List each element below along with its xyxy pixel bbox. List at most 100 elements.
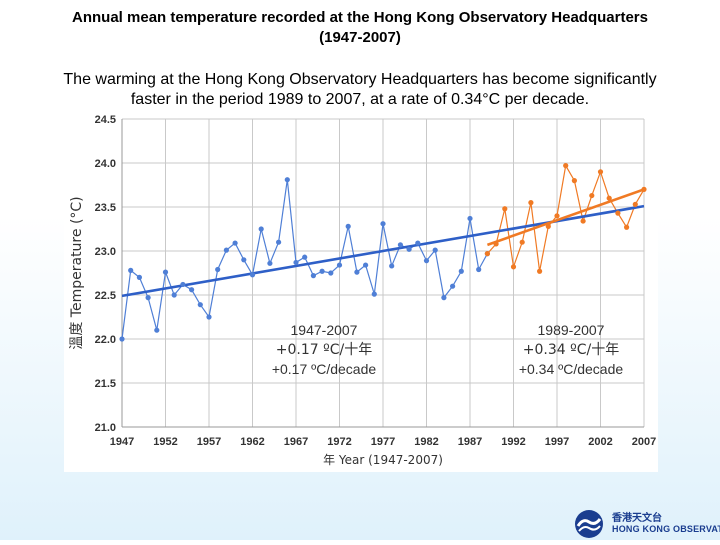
temperature-chart: 21.0 21.5 22.0 22.5 23.0 23.5 24.0 24.5 1947 1952… bbox=[69, 114, 656, 467]
x-tick-label: 1977 bbox=[371, 436, 395, 448]
data-point-2 bbox=[528, 200, 534, 206]
data-point-1 bbox=[258, 226, 264, 232]
data-point-2 bbox=[537, 268, 543, 274]
y-tick-label: 21.5 bbox=[95, 378, 116, 390]
data-point-1 bbox=[119, 336, 125, 342]
data-point-2 bbox=[580, 218, 586, 224]
data-point-1 bbox=[267, 260, 273, 266]
data-point-2 bbox=[484, 251, 490, 257]
data-point-1 bbox=[128, 267, 134, 273]
data-point-2 bbox=[510, 264, 517, 270]
data-point-2 bbox=[545, 223, 551, 229]
data-point-2 bbox=[589, 192, 595, 199]
data-point-1 bbox=[293, 259, 299, 266]
title-line-1: Annual mean temperature recorded at the … bbox=[72, 9, 648, 26]
annotation-rate-en: +0.34 ºC/decade bbox=[519, 361, 624, 377]
data-point-2 bbox=[632, 201, 638, 207]
x-tick-label: 1967 bbox=[284, 436, 308, 448]
page-title: Annual mean temperature recorded at the … bbox=[0, 8, 720, 48]
x-tick-label: 1947 bbox=[110, 436, 134, 448]
y-axis-title: 溫度 Temperature (°C) bbox=[69, 196, 85, 349]
data-point-2 bbox=[597, 169, 604, 175]
logo-text-chinese: 香港天文台 bbox=[612, 513, 662, 524]
x-tick-label: 1987 bbox=[458, 436, 482, 448]
data-point-1 bbox=[328, 270, 334, 276]
data-point-1 bbox=[415, 240, 421, 246]
annotation-period: 1989-2007 bbox=[538, 322, 605, 338]
annotation-rate-cjk: +0.34 ºC/十年 bbox=[523, 342, 619, 358]
subtitle-line-1: The warming at the Hong Kong Observatory… bbox=[63, 71, 657, 88]
observatory-emblem-icon bbox=[575, 510, 603, 538]
data-point-1 bbox=[371, 291, 377, 297]
x-tick-label: 1957 bbox=[197, 436, 221, 448]
x-tick-label: 1992 bbox=[501, 436, 525, 448]
data-point-1 bbox=[171, 292, 177, 298]
data-point-1 bbox=[354, 269, 360, 275]
x-axis-title: 年 Year (1947-2007) bbox=[323, 453, 443, 467]
data-point-1 bbox=[389, 263, 395, 269]
data-point-1 bbox=[476, 266, 482, 273]
subtitle-line-2: faster in the period 1989 to 2007, at a … bbox=[130, 91, 590, 108]
data-point-2 bbox=[502, 206, 508, 212]
data-point-2 bbox=[563, 163, 569, 169]
data-point-1 bbox=[249, 272, 256, 278]
data-point-1 bbox=[467, 215, 473, 222]
data-point-1 bbox=[432, 247, 438, 253]
y-tick-label: 23.5 bbox=[95, 202, 116, 214]
annotation-rate-cjk: +0.17 ºC/十年 bbox=[276, 342, 372, 358]
data-point-1 bbox=[154, 327, 160, 333]
chart-panel: 21.0 21.5 22.0 22.5 23.0 23.5 24.0 24.5 1947 1952… bbox=[64, 111, 658, 472]
data-point-2 bbox=[519, 239, 525, 245]
data-point-1 bbox=[397, 242, 403, 248]
data-point-1 bbox=[319, 268, 325, 274]
data-point-1 bbox=[363, 262, 369, 268]
data-point-2 bbox=[606, 195, 612, 201]
data-point-1 bbox=[223, 247, 229, 253]
data-point-2 bbox=[554, 213, 560, 219]
x-tick-label: 1952 bbox=[153, 436, 177, 448]
annotation-period: 1947-2007 bbox=[291, 322, 358, 338]
data-point-1 bbox=[136, 274, 142, 280]
data-point-1 bbox=[145, 295, 151, 301]
logo-text-english: HONG KONG OBSERVATORY bbox=[612, 524, 720, 534]
data-point-1 bbox=[206, 314, 212, 320]
data-point-1 bbox=[276, 239, 282, 245]
data-point-1 bbox=[450, 283, 456, 289]
x-tick-label: 1997 bbox=[545, 436, 569, 448]
data-point-1 bbox=[336, 262, 343, 268]
y-tick-label: 22.0 bbox=[95, 334, 116, 346]
observatory-logo: 香港天文台 HONG KONG OBSERVATORY bbox=[572, 508, 720, 540]
data-point-1 bbox=[241, 257, 247, 263]
data-point-1 bbox=[423, 258, 430, 264]
data-point-2 bbox=[624, 224, 630, 230]
trend-line-2 bbox=[486, 188, 645, 247]
data-point-1 bbox=[189, 287, 195, 293]
data-point-1 bbox=[458, 268, 464, 274]
data-point-2 bbox=[571, 178, 577, 184]
data-point-2 bbox=[615, 210, 621, 216]
x-tick-label: 1972 bbox=[327, 436, 351, 448]
y-tick-label: 24.5 bbox=[95, 114, 116, 126]
data-point-1 bbox=[215, 266, 221, 273]
x-tick-label: 1962 bbox=[240, 436, 264, 448]
x-tick-label: 2002 bbox=[588, 436, 612, 448]
x-tick-label: 1982 bbox=[414, 436, 438, 448]
data-point-1 bbox=[441, 295, 447, 301]
data-point-2 bbox=[493, 241, 499, 247]
y-tick-label: 24.0 bbox=[95, 158, 116, 170]
data-point-1 bbox=[345, 223, 351, 229]
title-line-2: (1947-2007) bbox=[319, 29, 401, 46]
page-subtitle: The warming at the Hong Kong Observatory… bbox=[10, 70, 710, 110]
y-tick-label: 22.5 bbox=[95, 290, 116, 302]
data-point-2 bbox=[641, 186, 647, 192]
x-tick-label: 2007 bbox=[632, 436, 656, 448]
annotation-rate-en: +0.17 ºC/decade bbox=[272, 361, 377, 377]
data-point-1 bbox=[380, 221, 386, 227]
data-point-1 bbox=[406, 246, 412, 252]
y-tick-label: 23.0 bbox=[95, 246, 116, 258]
data-point-1 bbox=[197, 302, 203, 308]
data-point-1 bbox=[180, 281, 186, 288]
y-tick-label: 21.0 bbox=[95, 422, 116, 434]
data-point-1 bbox=[232, 240, 238, 246]
data-point-1 bbox=[310, 273, 316, 279]
